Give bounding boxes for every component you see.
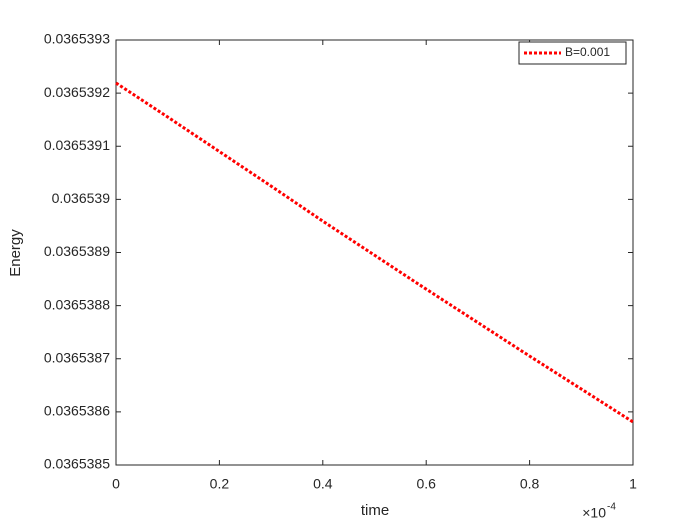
x-multiplier: ×10: [582, 505, 606, 521]
legend-box: [518, 41, 627, 65]
x-tick-label: 0.2: [210, 476, 230, 492]
x-tick-label: 0.8: [520, 476, 540, 492]
x-axis-label: time: [361, 502, 389, 519]
y-tick-label: 0.0365385: [44, 456, 110, 472]
legend-label: B=0.001: [565, 45, 610, 59]
y-tick-label: 0.0365391: [44, 137, 110, 153]
y-tick-label: 0.0365388: [44, 296, 110, 312]
plot-area: [115, 39, 634, 466]
y-tick-label: 0.0365386: [44, 403, 110, 419]
y-axis-label: Energy: [7, 229, 24, 277]
legend: B=0.001: [518, 41, 627, 65]
line-series: [115, 81, 634, 424]
y-tick-label: 0.0365392: [44, 84, 110, 100]
x-tick-label: 0.4: [313, 476, 333, 492]
x-tick-label: 0: [112, 476, 120, 492]
y-tick-label: 0.036539: [52, 190, 111, 206]
x-exponent: -4: [607, 502, 616, 513]
x-tick-label: 0.6: [416, 476, 436, 492]
y-tick-label: 0.0365393: [44, 31, 110, 47]
y-tick-label: 0.0365387: [44, 349, 110, 365]
x-tick-label: 1: [629, 476, 637, 492]
y-tick-label: 0.0365389: [44, 243, 110, 259]
